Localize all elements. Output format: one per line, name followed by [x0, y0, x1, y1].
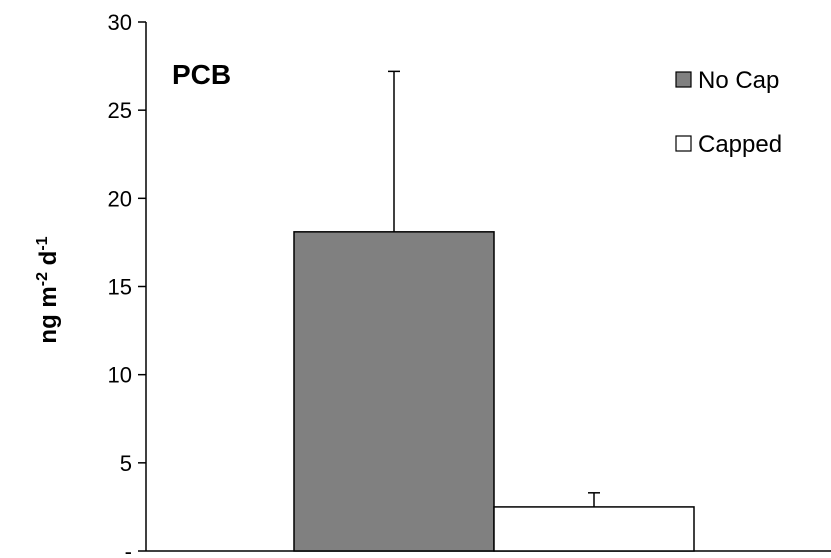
y-tick-label: 5: [120, 451, 132, 476]
y-axis-label: ng m-2 d-1: [34, 236, 62, 343]
legend-label: Capped: [698, 131, 782, 158]
legend-swatch: [675, 135, 692, 152]
y-tick-label: 15: [108, 275, 132, 300]
y-tick-label: 10: [108, 363, 132, 388]
legend-swatch: [675, 71, 692, 88]
y-tick-label: -: [125, 539, 132, 558]
bars: [293, 70, 695, 552]
bar-no-cap: [293, 231, 495, 552]
y-tick-label: 25: [108, 98, 132, 123]
y-axis: - 5 10 15 20 25 30: [108, 10, 831, 558]
bar-capped: [493, 506, 695, 552]
y-tick-label: 30: [108, 10, 132, 35]
chart-title: PCB: [172, 59, 231, 90]
legend-label: No Cap: [698, 67, 779, 94]
legend: No Cap Capped: [675, 67, 782, 158]
y-tick-label: 20: [108, 186, 132, 211]
